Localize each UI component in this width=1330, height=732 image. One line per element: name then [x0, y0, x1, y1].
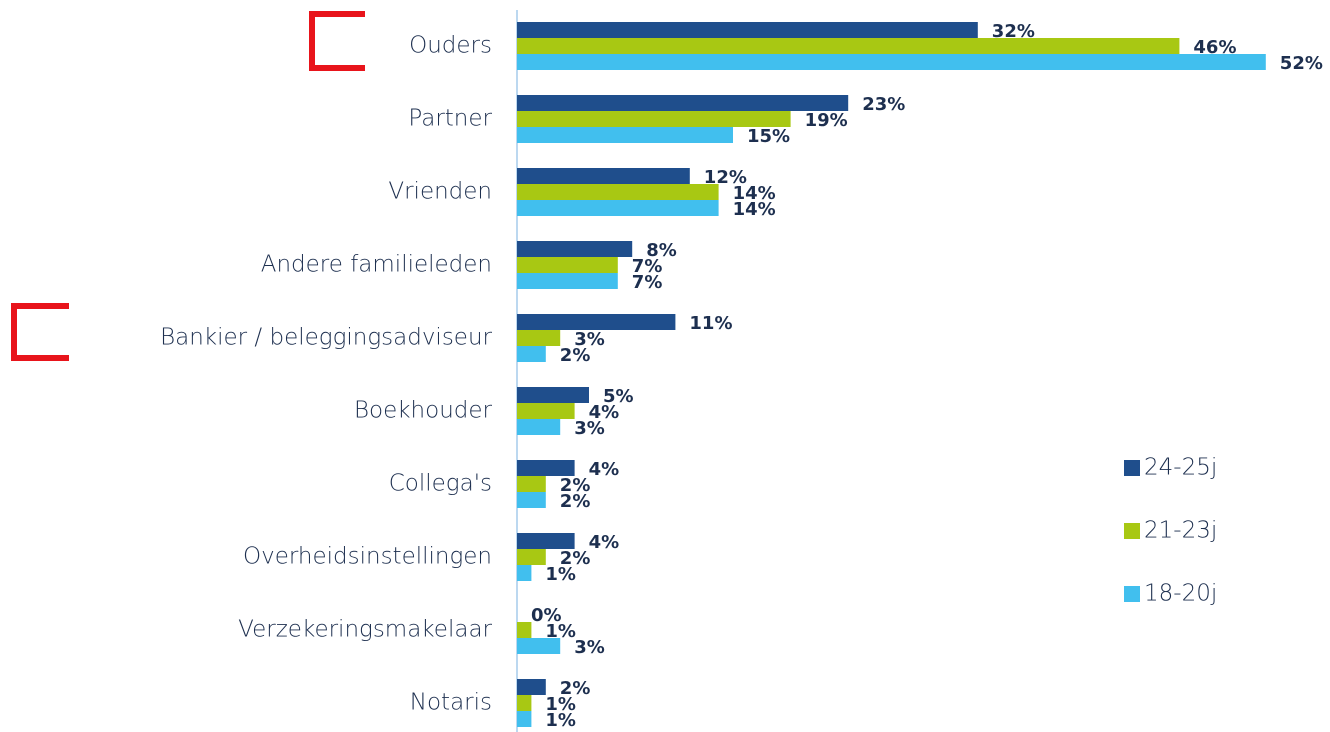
data-label: 1%	[545, 694, 576, 715]
data-label: 15%	[747, 126, 790, 147]
highlight-bracket	[11, 303, 69, 361]
bar	[517, 273, 618, 289]
category-label: Verzekeringsmakelaar	[238, 617, 492, 643]
data-label: 4%	[589, 532, 620, 553]
category-label: Overheidsinstellingen	[243, 544, 492, 570]
bar	[517, 200, 719, 216]
data-label: 2%	[560, 678, 591, 699]
data-label: 46%	[1193, 37, 1236, 58]
category-label: Ouders	[409, 33, 492, 59]
data-label: 3%	[574, 637, 605, 658]
bar	[517, 22, 978, 38]
bar	[517, 476, 546, 492]
legend-label: 24-25j	[1144, 455, 1217, 481]
data-label: 23%	[862, 94, 905, 115]
data-label: 5%	[603, 386, 634, 407]
data-label: 2%	[560, 491, 591, 512]
data-label: 1%	[545, 564, 576, 585]
bar	[517, 638, 561, 654]
bar	[517, 127, 733, 143]
data-label: 32%	[992, 21, 1035, 42]
data-label: 3%	[574, 418, 605, 439]
category-label: Partner	[408, 106, 492, 132]
bar	[517, 184, 719, 200]
bar	[517, 695, 532, 711]
bar	[517, 711, 532, 727]
bar	[517, 533, 575, 549]
data-label: 3%	[574, 329, 605, 350]
data-label: 2%	[560, 475, 591, 496]
bar	[517, 387, 589, 403]
bar	[517, 257, 618, 273]
bar	[517, 38, 1180, 54]
legend-label: 21-23j	[1144, 518, 1217, 544]
legend-swatch	[1124, 586, 1140, 602]
data-label: 7%	[632, 272, 663, 293]
data-label: 8%	[646, 240, 677, 261]
bar	[517, 241, 633, 257]
data-label: 11%	[689, 313, 732, 334]
category-label: Andere familieleden	[261, 252, 492, 278]
legend-swatch	[1124, 523, 1140, 539]
data-label: 14%	[733, 199, 776, 220]
category-label: Boekhouder	[354, 398, 493, 424]
bar	[517, 419, 561, 435]
category-label: Collega's	[389, 471, 492, 497]
data-label: 2%	[560, 548, 591, 569]
bar	[517, 679, 546, 695]
data-label: 19%	[805, 110, 848, 131]
bar	[517, 492, 546, 508]
bar	[517, 403, 575, 419]
data-label: 1%	[545, 710, 576, 731]
category-label: Vrienden	[388, 179, 492, 205]
bar	[517, 330, 561, 346]
data-label: 1%	[545, 621, 576, 642]
bar	[517, 168, 690, 184]
bar	[517, 460, 575, 476]
bar	[517, 622, 532, 638]
highlight-bracket	[309, 11, 365, 71]
category-label: Notaris	[410, 690, 492, 716]
data-label: 7%	[632, 256, 663, 277]
data-label: 4%	[589, 459, 620, 480]
data-label: 14%	[733, 183, 776, 204]
data-label: 4%	[589, 402, 620, 423]
data-label: 12%	[704, 167, 747, 188]
bar	[517, 549, 546, 565]
data-label: 52%	[1280, 53, 1323, 74]
bar	[517, 314, 676, 330]
bar	[517, 565, 532, 581]
legend-label: 18-20j	[1144, 581, 1217, 607]
bar	[517, 346, 546, 362]
bar	[517, 111, 791, 127]
data-label: 0%	[531, 605, 562, 626]
legend-swatch	[1124, 460, 1140, 476]
bar	[517, 54, 1266, 70]
data-label: 2%	[560, 345, 591, 366]
bar	[517, 95, 849, 111]
category-label: Bankier / beleggingsadviseur	[160, 325, 492, 351]
